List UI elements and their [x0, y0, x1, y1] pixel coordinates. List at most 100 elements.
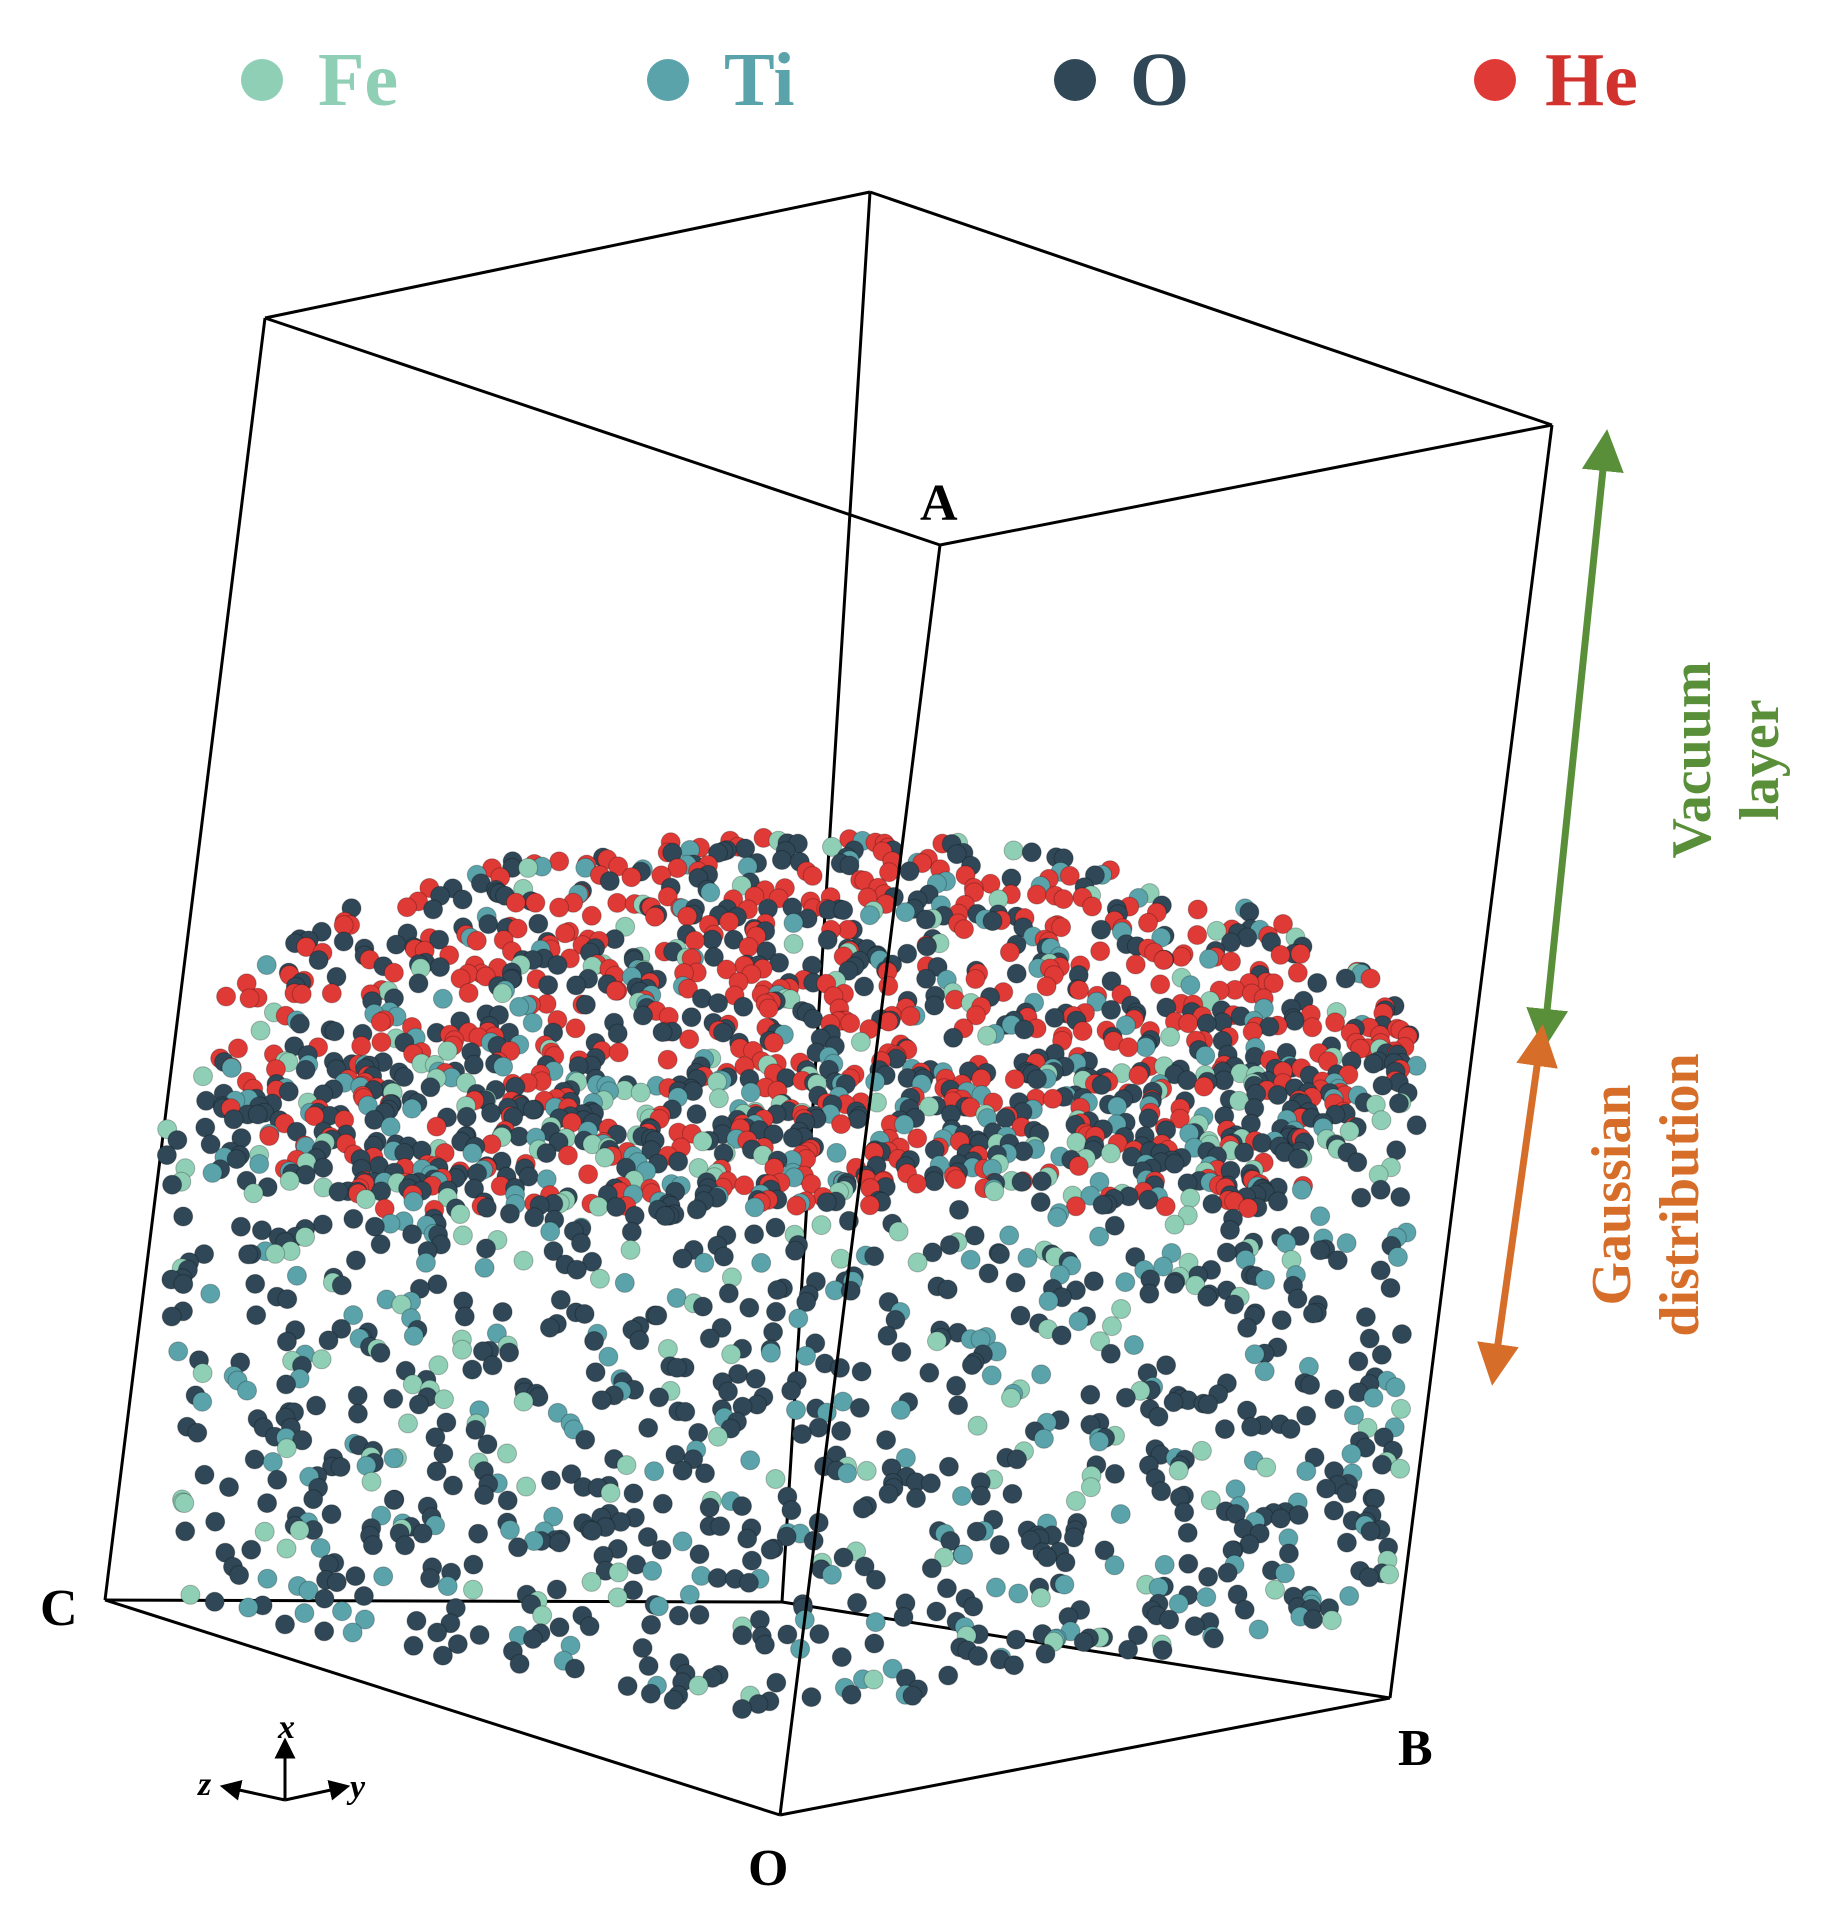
fe-atom	[919, 1096, 940, 1117]
o-atom	[1101, 999, 1122, 1020]
fe-atom	[254, 1521, 275, 1542]
o-atom	[640, 1683, 661, 1704]
o-atom	[760, 1539, 781, 1560]
o-atom	[345, 1250, 366, 1271]
o-atom	[1184, 1616, 1205, 1637]
ti-atom	[342, 1622, 363, 1643]
o-atom	[1177, 1522, 1198, 1543]
o-atom	[162, 1174, 183, 1195]
ti-atom	[981, 1365, 1002, 1386]
ti-atom	[354, 1609, 375, 1630]
he-atom	[644, 906, 665, 927]
o-atom	[864, 1246, 885, 1267]
o-atom	[1284, 1010, 1305, 1031]
gaussian-label-line1: Gaussian	[1581, 1085, 1643, 1306]
fe-atom	[1379, 1564, 1400, 1585]
o-atom	[652, 1493, 673, 1514]
legend-item-he: He	[1474, 38, 1638, 122]
o-atom	[1327, 1250, 1348, 1271]
o-atom	[370, 1342, 391, 1363]
ti-atom	[437, 1576, 458, 1597]
o-atom	[549, 1532, 570, 1553]
o-atom	[547, 955, 568, 975]
o-atom	[1288, 1148, 1308, 1169]
fe-atom	[1100, 1143, 1121, 1164]
ti-atom	[1089, 1431, 1110, 1452]
o-atom	[219, 1477, 239, 1498]
he-atom	[216, 986, 237, 1007]
o-atom	[744, 1224, 765, 1245]
o-atom	[803, 1008, 824, 1029]
o-atom	[733, 996, 754, 1017]
ti-atom	[238, 1597, 259, 1618]
o-atom	[331, 1275, 352, 1296]
o-atom	[801, 1687, 822, 1708]
fe-atom	[620, 1239, 641, 1260]
ti-atom	[952, 1486, 972, 1506]
o-atom	[345, 1566, 366, 1587]
fe-atom	[708, 1088, 729, 1109]
o-atom	[1164, 1153, 1185, 1174]
he-atom	[450, 968, 471, 989]
atoms-cloud	[156, 827, 1427, 1719]
o-atom	[1159, 1609, 1180, 1630]
fe-atom	[630, 1082, 651, 1103]
o-atom	[394, 1067, 414, 1087]
o-atom	[497, 1490, 518, 1511]
ti-atom	[221, 1057, 242, 1078]
ti-atom	[310, 1538, 331, 1558]
o-atom	[946, 844, 967, 865]
o-atom	[667, 1357, 687, 1378]
ti-atom	[700, 882, 721, 903]
o-atom	[652, 1022, 673, 1043]
ti-atom	[286, 1265, 307, 1286]
o-atom	[1014, 1019, 1035, 1040]
o-atom	[247, 1104, 268, 1125]
axis-label-x: x	[277, 1709, 295, 1746]
o-atom	[708, 993, 729, 1014]
fe-atom	[391, 1294, 412, 1315]
ti-atom	[1068, 1311, 1089, 1332]
o-atom	[695, 1463, 715, 1484]
o-atom	[1336, 1532, 1357, 1553]
o-atom	[420, 1077, 441, 1098]
o-atom	[1271, 1310, 1292, 1331]
o-atom	[776, 1526, 797, 1547]
fe-atom	[984, 1181, 1005, 1202]
vacuum-layer-arrow	[1526, 429, 1624, 1051]
he-atom	[946, 1169, 967, 1190]
o-atom	[1104, 1215, 1125, 1236]
fe-atom	[888, 1221, 909, 1242]
he-atom	[716, 959, 737, 980]
o-atom	[777, 1624, 798, 1645]
ti-atom	[1244, 1344, 1265, 1365]
o-atom	[469, 1625, 490, 1645]
o-atom	[1323, 1500, 1344, 1521]
he-atom	[657, 1049, 678, 1070]
o-atom	[1198, 1566, 1219, 1587]
gaussian-label-line2: distribution	[1649, 1053, 1711, 1336]
o-atom	[330, 1457, 351, 1477]
o-atom	[1220, 1220, 1240, 1240]
ti-atom	[332, 1601, 352, 1622]
o-atom	[852, 1498, 873, 1519]
ti-atom	[383, 1448, 404, 1469]
o-atom	[499, 1203, 520, 1224]
ti-atom	[522, 1012, 543, 1033]
o-atom	[964, 1225, 985, 1246]
o-atom	[1021, 842, 1042, 863]
o-atom	[1288, 1505, 1309, 1525]
o-atom	[796, 1292, 817, 1312]
fe-atom	[1206, 920, 1227, 941]
o-atom	[539, 1317, 560, 1338]
axis-indicator: x y z	[197, 1709, 366, 1806]
fe-atom	[1256, 1457, 1277, 1478]
o-atom	[689, 1544, 710, 1565]
o-atom	[1073, 1632, 1094, 1652]
o-atom	[741, 1550, 762, 1571]
legend-item-fe: Fe	[241, 38, 398, 122]
o-atom	[916, 968, 937, 989]
fe-atom	[608, 1562, 629, 1583]
o-atom	[1091, 1075, 1112, 1095]
